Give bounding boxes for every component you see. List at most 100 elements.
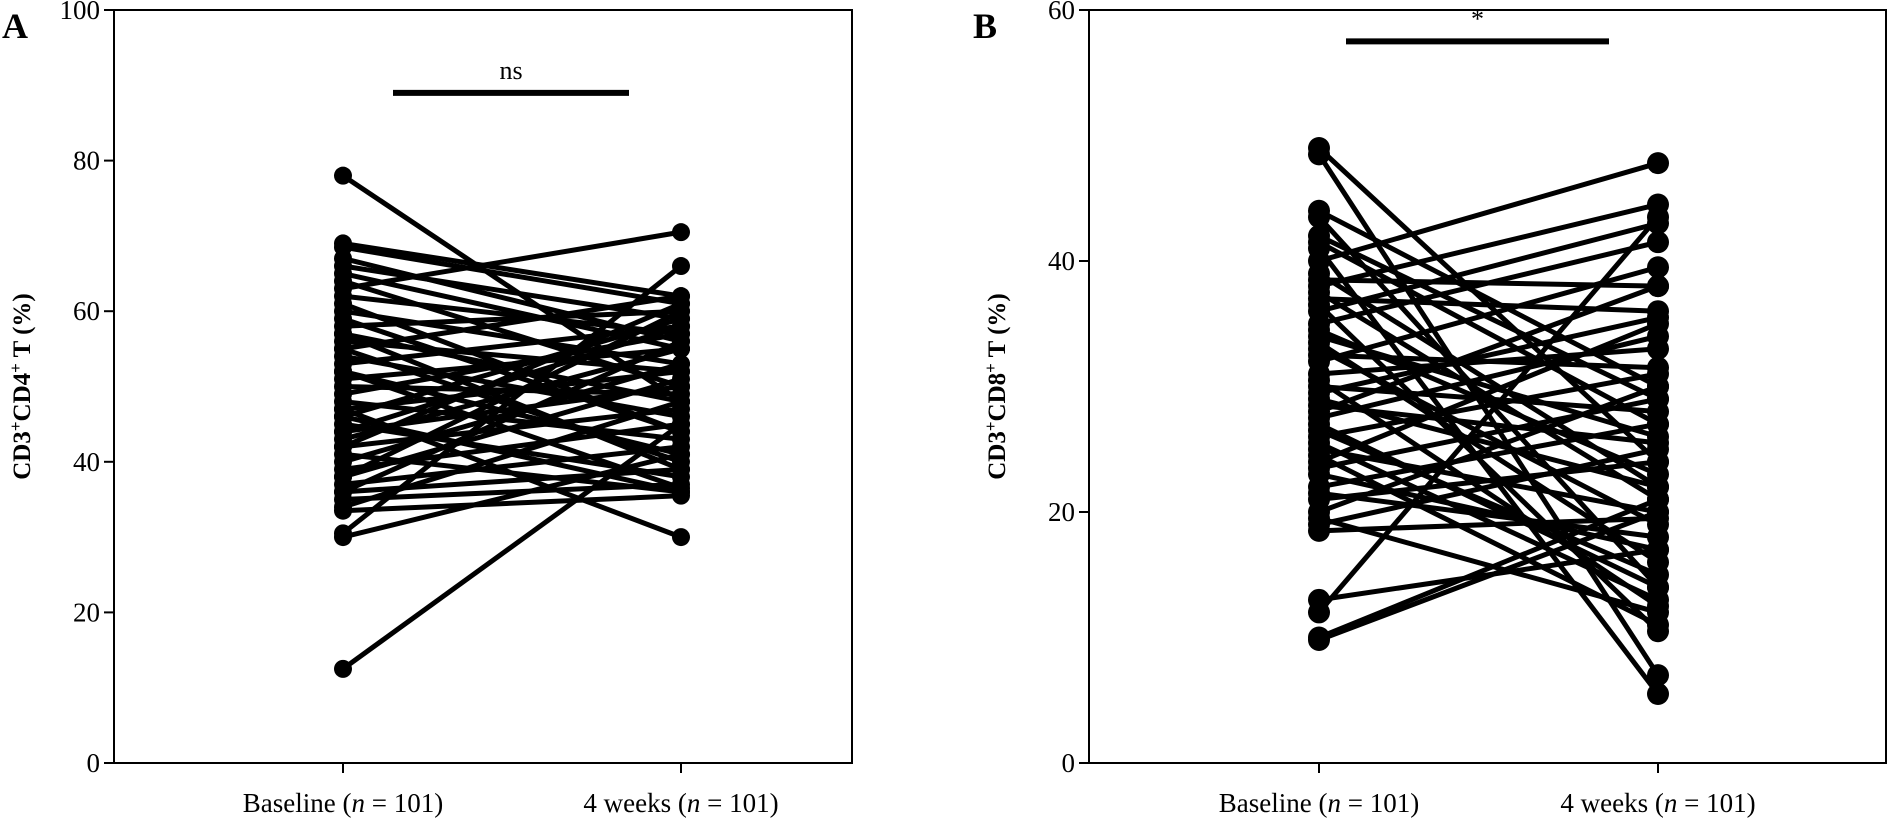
baseline-point (334, 437, 352, 456)
y-tick-label: 20 (1048, 497, 1075, 527)
baseline-point (334, 659, 352, 678)
y-label-text: CD3 (9, 431, 36, 480)
y-label-superscript: + (6, 421, 25, 431)
x-label-count: = 101) (1341, 788, 1419, 818)
y-label-superscript: + (6, 363, 25, 373)
x-label-text: Baseline ( (1219, 788, 1328, 818)
paired-line (1318, 283, 1659, 414)
y-axis-label: CD3+CD8+ T (%) (981, 293, 1011, 480)
baseline-point (334, 524, 352, 543)
week4-point (672, 332, 690, 351)
paired-line (1318, 327, 1659, 477)
baseline-point (334, 501, 352, 520)
week4-point (1647, 463, 1669, 486)
baseline-point (334, 482, 352, 501)
week4-point (1647, 664, 1669, 687)
paired-line (341, 422, 683, 671)
y-label-text: CD4 (9, 372, 36, 421)
x-tick-label: 4 weeks (n = 101) (1560, 788, 1755, 818)
paired-line (1317, 290, 1660, 502)
week4-point (1647, 356, 1669, 379)
paired-line (1317, 208, 1660, 389)
week4-point (1647, 206, 1669, 229)
y-tick-label: 0 (1062, 748, 1076, 778)
week4-point (1647, 275, 1669, 298)
baseline-point (334, 166, 352, 185)
baseline-point (1308, 206, 1330, 229)
x-label-text: Baseline ( (243, 788, 352, 818)
week4-point (1647, 306, 1669, 329)
plot-frame (1088, 9, 1887, 764)
paired-line (1318, 160, 1659, 264)
paired-line (1318, 471, 1659, 553)
week4-point (672, 422, 690, 441)
paired-line (1317, 378, 1660, 609)
week4-point (1647, 388, 1669, 411)
baseline-point (334, 339, 352, 358)
y-tick-label: 80 (73, 146, 100, 176)
week4-point (1647, 325, 1669, 348)
baseline-point (334, 309, 352, 328)
paired-line (342, 240, 682, 299)
x-label-n: n (1664, 788, 1678, 818)
baseline-point (1308, 519, 1330, 542)
week4-point (672, 354, 690, 373)
panel-label: B (973, 6, 997, 46)
paired-line (1318, 352, 1659, 371)
y-tick-label: 20 (73, 597, 100, 627)
y-label-text: T (%) (984, 293, 1011, 363)
week4-point (1647, 588, 1669, 611)
paired-line (1317, 239, 1660, 427)
week4-point (1647, 256, 1669, 279)
baseline-point (334, 272, 352, 291)
baseline-point (334, 362, 352, 381)
week4-point (1647, 152, 1669, 175)
x-label-count: = 101) (1677, 788, 1755, 818)
paired-line (342, 444, 682, 487)
week4-point (1647, 413, 1669, 436)
paired-line (342, 301, 682, 450)
week4-point (672, 392, 690, 411)
paired-line (1318, 220, 1659, 314)
baseline-point (1308, 431, 1330, 454)
week4-point (672, 257, 690, 276)
paired-line (342, 493, 682, 514)
week4-point (672, 369, 690, 388)
week4-point (672, 223, 690, 242)
paired-line (341, 339, 683, 495)
paired-line (341, 308, 683, 480)
significance-label: * (1471, 4, 1484, 33)
paired-line (342, 361, 682, 465)
week4-point (1647, 526, 1669, 549)
paired-line (342, 481, 682, 502)
baseline-point (1308, 344, 1330, 367)
paired-line (1318, 446, 1659, 527)
y-label-superscript: + (981, 421, 1000, 431)
paired-line (1318, 333, 1659, 421)
baseline-point (1308, 231, 1330, 254)
x-label-n: n (687, 788, 701, 818)
week4-point (1647, 563, 1669, 586)
x-tick-label: Baseline (n = 101) (1219, 788, 1419, 818)
x-tick-label: Baseline (n = 101) (243, 788, 443, 818)
baseline-point (1308, 143, 1330, 166)
x-label-n: n (352, 788, 366, 818)
y-tick-label: 60 (73, 296, 100, 326)
paired-line (1318, 371, 1659, 440)
paired-line (342, 323, 682, 435)
baseline-point (334, 324, 352, 343)
week4-point (672, 317, 690, 336)
paired-line (342, 331, 682, 472)
paired-line (1318, 396, 1659, 471)
baseline-point (1308, 457, 1330, 480)
paired-line (1318, 277, 1659, 289)
baseline-point (1308, 601, 1330, 624)
paired-line (342, 369, 682, 491)
paired-line (342, 466, 682, 495)
y-label-text: CD8 (984, 373, 1011, 422)
y-axis-label: CD3+CD4+ T (%) (6, 293, 36, 480)
paired-line (1318, 402, 1659, 446)
paired-line (1317, 440, 1660, 603)
